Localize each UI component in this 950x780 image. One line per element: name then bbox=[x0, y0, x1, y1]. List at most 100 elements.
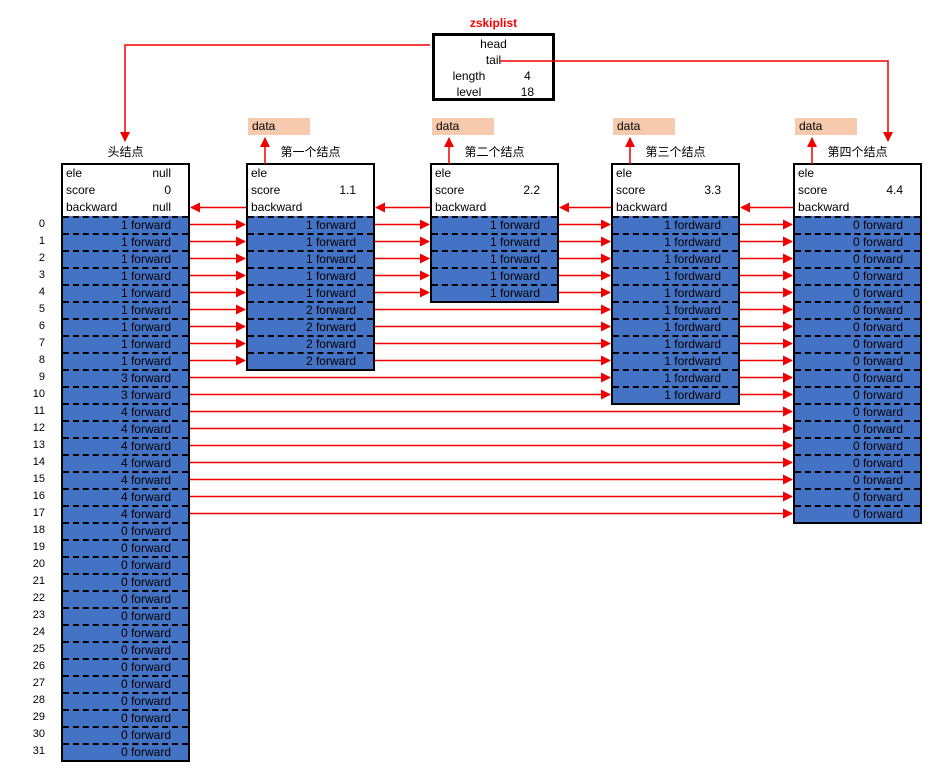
forward-cell: 0 forward bbox=[795, 267, 920, 284]
node-field-row: backward bbox=[795, 199, 920, 216]
node-field-label: ele bbox=[435, 166, 452, 180]
forward-cell: 1 fordward bbox=[613, 352, 738, 369]
node-field-label: score bbox=[251, 183, 281, 197]
row-number: 31 bbox=[32, 745, 45, 757]
forward-cell: 1 forward bbox=[248, 284, 373, 301]
forward-cell: 1 forward bbox=[63, 250, 188, 267]
forward-cell: 1 fordward bbox=[613, 301, 738, 318]
forward-cell: 0 forward bbox=[63, 641, 188, 658]
row-number: 23 bbox=[32, 609, 45, 621]
row-number: 26 bbox=[32, 660, 45, 672]
node-field-value: null bbox=[152, 200, 171, 214]
forward-cell: 0 forward bbox=[63, 692, 188, 709]
forward-cell: 4 forward bbox=[63, 437, 188, 454]
forward-cell: 3 forward bbox=[63, 386, 188, 403]
node-title: 头结点 bbox=[107, 145, 144, 159]
node-field-label: backward bbox=[66, 200, 118, 214]
forward-cell: 1 forward bbox=[63, 284, 188, 301]
node-title: 第一个结点 bbox=[280, 145, 341, 159]
node-field-value: null bbox=[152, 166, 171, 180]
skiplist-field-label: head bbox=[480, 37, 507, 51]
node-field-row: backward bbox=[248, 199, 373, 216]
node-field-value: 1.1 bbox=[339, 183, 356, 197]
row-number: 30 bbox=[32, 728, 45, 740]
forward-cell: 1 forward bbox=[63, 301, 188, 318]
forward-cell: 2 forward bbox=[248, 335, 373, 352]
forward-cell: 4 forward bbox=[63, 403, 188, 420]
skiplist-field-label: level bbox=[456, 85, 482, 99]
forward-cell: 0 forward bbox=[795, 471, 920, 488]
forward-cell: 1 forward bbox=[248, 233, 373, 250]
forward-cell: 4 forward bbox=[63, 471, 188, 488]
row-number: 22 bbox=[32, 592, 45, 604]
node-field-value: 2.2 bbox=[523, 183, 540, 197]
forward-cell: 1 fordward bbox=[613, 318, 738, 335]
forward-cell: 0 forward bbox=[795, 488, 920, 505]
forward-cell: 4 forward bbox=[63, 420, 188, 437]
row-number: 16 bbox=[32, 490, 45, 502]
row-number: 19 bbox=[32, 541, 45, 553]
node-box: ele score 3.3 backward 1 fordward 1 fordward 1… bbox=[611, 163, 740, 405]
skiplist-field-value: 4 bbox=[524, 69, 531, 83]
forward-cell: 1 fordward bbox=[613, 233, 738, 250]
forward-cell: 0 forward bbox=[795, 403, 920, 420]
forward-cell: 0 forward bbox=[63, 675, 188, 692]
forward-cell: 0 forward bbox=[63, 590, 188, 607]
row-number: 4 bbox=[38, 286, 45, 298]
row-number: 12 bbox=[32, 422, 45, 434]
row-number: 13 bbox=[32, 439, 45, 451]
row-number: 11 bbox=[33, 405, 45, 417]
forward-cell: 1 forward bbox=[432, 267, 557, 284]
forward-cell: 0 forward bbox=[63, 556, 188, 573]
node-fields: ele score 4.4 backward bbox=[795, 165, 920, 216]
forward-cell: 1 forward bbox=[248, 250, 373, 267]
node-field-value bbox=[356, 165, 373, 182]
node-field-row: ele bbox=[613, 165, 738, 182]
forward-cell: 0 forward bbox=[63, 573, 188, 590]
node-field-label: backward bbox=[798, 200, 850, 214]
row-number: 27 bbox=[32, 677, 45, 689]
row-number: 18 bbox=[32, 524, 45, 536]
forward-cell: 1 forward bbox=[432, 250, 557, 267]
forward-cell: 1 forward bbox=[432, 233, 557, 250]
forward-cell: 1 forward bbox=[432, 284, 557, 301]
forward-cell: 0 forward bbox=[795, 250, 920, 267]
forward-cell: 0 forward bbox=[795, 437, 920, 454]
node-fields: ele score 1.1 backward bbox=[248, 165, 373, 216]
row-number: 28 bbox=[32, 694, 45, 706]
node-field-row: score 0 bbox=[63, 182, 188, 199]
skiplist-field-row: level 18 bbox=[435, 85, 552, 100]
skiplist-field-label: length bbox=[452, 69, 486, 83]
row-number: 5 bbox=[38, 303, 45, 315]
node-field-label: score bbox=[66, 183, 96, 197]
forward-cell: 0 forward bbox=[63, 624, 188, 641]
node-field-value bbox=[903, 165, 920, 182]
node-field-value bbox=[540, 199, 557, 216]
row-number: 7 bbox=[38, 337, 45, 349]
forward-cell: 1 forward bbox=[63, 318, 188, 335]
node-field-row: backward null bbox=[63, 199, 188, 216]
node-field-label: score bbox=[435, 183, 465, 197]
node-field-value bbox=[540, 165, 557, 182]
node-field-row: backward bbox=[613, 199, 738, 216]
node-fields: ele null score 0 backward null bbox=[63, 165, 188, 216]
skiplist-field-row: length 4 bbox=[435, 69, 552, 84]
forward-cell: 0 forward bbox=[795, 369, 920, 386]
row-number: 29 bbox=[32, 711, 45, 723]
forward-cell: 0 forward bbox=[795, 386, 920, 403]
forward-cell: 0 forward bbox=[795, 352, 920, 369]
forward-cell: 0 forward bbox=[63, 726, 188, 743]
forward-cell: 4 forward bbox=[63, 454, 188, 471]
node-field-value: 0 bbox=[164, 183, 171, 197]
forward-cell: 0 forward bbox=[795, 505, 920, 522]
node-field-label: ele bbox=[616, 166, 633, 180]
forward-cell: 0 forward bbox=[63, 658, 188, 675]
node-field-value bbox=[903, 199, 920, 216]
node-field-row: score 4.4 bbox=[795, 182, 920, 199]
row-number: 2 bbox=[38, 252, 45, 264]
forward-cell: 2 forward bbox=[248, 301, 373, 318]
row-number: 3 bbox=[38, 269, 45, 281]
row-number: 14 bbox=[32, 456, 45, 468]
skiplist-field-value: 18 bbox=[520, 85, 535, 99]
node-field-row: backward bbox=[432, 199, 557, 216]
